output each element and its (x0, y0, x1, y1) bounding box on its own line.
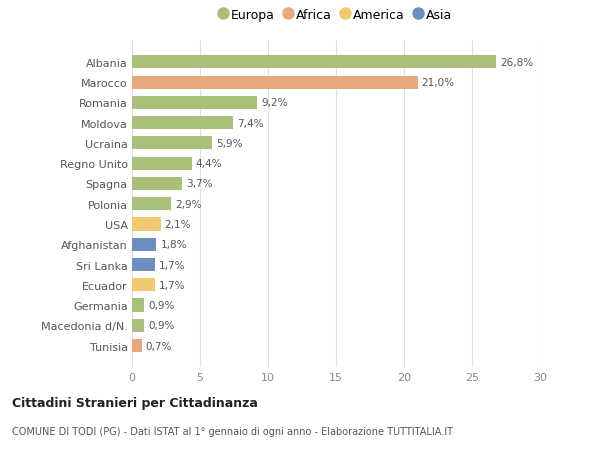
Text: 21,0%: 21,0% (422, 78, 455, 88)
Text: 0,7%: 0,7% (146, 341, 172, 351)
Bar (132, 258, 155, 271)
Bar (132, 96, 257, 110)
Text: 26,8%: 26,8% (500, 58, 533, 67)
Legend: Europa, Africa, America, Asia: Europa, Africa, America, Asia (216, 5, 456, 26)
Text: 9,2%: 9,2% (261, 98, 288, 108)
Text: 2,1%: 2,1% (164, 219, 191, 230)
Text: 2,9%: 2,9% (176, 199, 202, 209)
Bar (132, 56, 496, 69)
Text: 1,7%: 1,7% (159, 280, 186, 290)
Bar (132, 76, 418, 90)
Text: 1,8%: 1,8% (161, 240, 187, 250)
Bar (132, 178, 182, 190)
Text: 5,9%: 5,9% (217, 139, 243, 149)
Bar (132, 117, 233, 130)
Text: 3,7%: 3,7% (187, 179, 213, 189)
Text: 1,7%: 1,7% (159, 260, 186, 270)
Text: COMUNE DI TODI (PG) - Dati ISTAT al 1° gennaio di ogni anno - Elaborazione TUTTI: COMUNE DI TODI (PG) - Dati ISTAT al 1° g… (12, 426, 453, 436)
Bar (132, 238, 157, 251)
Bar (132, 319, 144, 332)
Bar (132, 279, 155, 292)
Bar (132, 137, 212, 150)
Bar (132, 157, 192, 170)
Bar (132, 299, 144, 312)
Text: Cittadini Stranieri per Cittadinanza: Cittadini Stranieri per Cittadinanza (12, 396, 258, 409)
Text: 4,4%: 4,4% (196, 159, 223, 169)
Text: 0,9%: 0,9% (148, 320, 175, 330)
Text: 7,4%: 7,4% (237, 118, 263, 129)
Bar (132, 339, 142, 353)
Bar (132, 198, 172, 211)
Bar (132, 218, 161, 231)
Text: 0,9%: 0,9% (148, 300, 175, 310)
